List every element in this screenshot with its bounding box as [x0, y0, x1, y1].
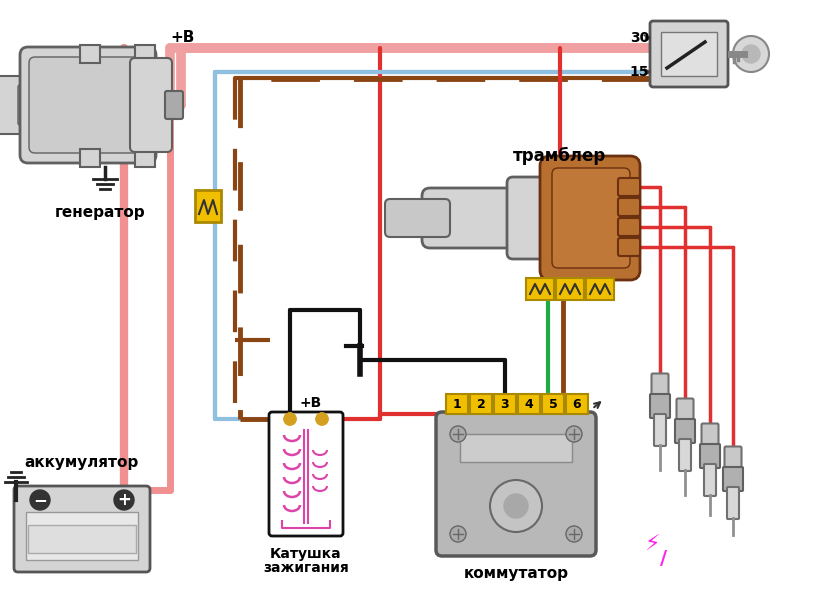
Bar [135, 45, 155, 63]
FancyBboxPatch shape [654, 414, 666, 446]
Circle shape [450, 526, 466, 542]
Bar [556, 278, 584, 300]
FancyBboxPatch shape [269, 412, 343, 536]
FancyBboxPatch shape [651, 373, 668, 399]
Circle shape [316, 413, 328, 425]
FancyBboxPatch shape [507, 177, 561, 259]
Text: +В: +В [300, 396, 322, 410]
Bar [26, 512, 138, 560]
Text: зажигания: зажигания [263, 561, 349, 575]
FancyBboxPatch shape [540, 156, 640, 280]
Bar [135, 149, 155, 167]
Text: коммутатор: коммутатор [463, 566, 569, 581]
Circle shape [742, 45, 760, 63]
Circle shape [284, 413, 296, 425]
Text: /: / [660, 549, 667, 568]
Text: Катушка: Катушка [270, 547, 342, 561]
Text: +В: +В [171, 30, 195, 46]
FancyBboxPatch shape [20, 47, 156, 163]
FancyBboxPatch shape [727, 487, 739, 519]
Circle shape [490, 480, 542, 532]
Bar [518, 394, 540, 414]
Bar [526, 278, 554, 300]
FancyBboxPatch shape [725, 447, 742, 472]
Text: 6: 6 [573, 398, 582, 410]
FancyBboxPatch shape [18, 85, 36, 125]
Text: −: − [33, 491, 47, 509]
Bar [494, 394, 516, 414]
FancyBboxPatch shape [679, 439, 691, 471]
Text: трамблер: трамблер [513, 147, 606, 165]
Bar [542, 394, 564, 414]
FancyBboxPatch shape [436, 412, 596, 556]
Circle shape [316, 413, 328, 425]
FancyBboxPatch shape [675, 419, 695, 443]
FancyBboxPatch shape [422, 188, 548, 248]
FancyBboxPatch shape [618, 238, 640, 256]
Text: +: + [117, 491, 131, 509]
Text: 4: 4 [525, 398, 534, 410]
FancyBboxPatch shape [676, 399, 694, 424]
FancyBboxPatch shape [618, 178, 640, 196]
Bar [661, 32, 717, 76]
Text: ⚡: ⚡ [644, 535, 660, 555]
Text: 5: 5 [549, 398, 557, 410]
FancyBboxPatch shape [14, 486, 150, 572]
Text: генератор: генератор [55, 205, 145, 220]
Bar [586, 278, 614, 300]
FancyBboxPatch shape [702, 424, 718, 449]
Text: аккумулятор: аккумулятор [25, 455, 139, 470]
Bar [460, 434, 572, 462]
Bar [566, 394, 588, 414]
Circle shape [284, 413, 296, 425]
Circle shape [566, 526, 582, 542]
FancyBboxPatch shape [618, 218, 640, 236]
Bar [80, 45, 100, 63]
Bar [470, 394, 492, 414]
FancyBboxPatch shape [0, 76, 32, 134]
Bar [446, 394, 468, 414]
FancyBboxPatch shape [650, 394, 670, 418]
FancyBboxPatch shape [29, 57, 141, 153]
FancyBboxPatch shape [618, 198, 640, 216]
Circle shape [30, 490, 50, 510]
Circle shape [504, 494, 528, 518]
Circle shape [450, 426, 466, 442]
Circle shape [566, 426, 582, 442]
Circle shape [114, 490, 134, 510]
Circle shape [733, 36, 769, 72]
Bar [80, 149, 100, 167]
FancyBboxPatch shape [552, 168, 630, 268]
FancyBboxPatch shape [385, 199, 450, 237]
FancyBboxPatch shape [165, 91, 183, 119]
Bar [460, 434, 572, 462]
Bar [195, 190, 221, 222]
FancyBboxPatch shape [130, 58, 172, 152]
Text: 30: 30 [630, 31, 649, 45]
FancyBboxPatch shape [723, 467, 743, 491]
Text: 3: 3 [501, 398, 509, 410]
FancyBboxPatch shape [704, 464, 716, 496]
FancyBboxPatch shape [650, 21, 728, 87]
Text: 2: 2 [476, 398, 485, 410]
Bar [28, 525, 136, 553]
FancyBboxPatch shape [700, 444, 720, 468]
Text: 15: 15 [630, 65, 649, 79]
Text: 1: 1 [453, 398, 462, 410]
